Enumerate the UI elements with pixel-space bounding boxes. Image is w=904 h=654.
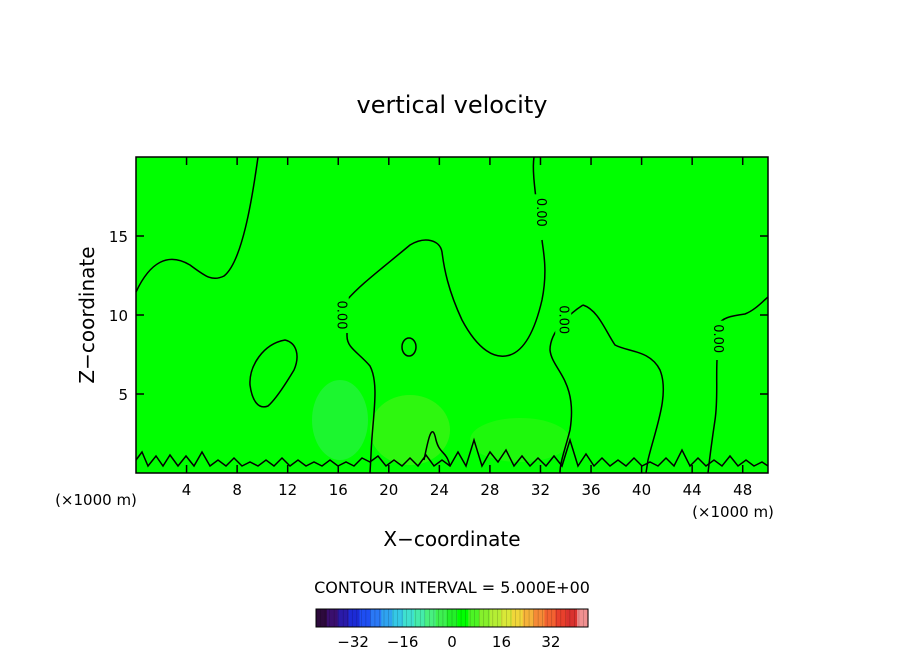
colorbar-swatch	[533, 609, 546, 627]
y-tick-label: 10	[109, 307, 128, 325]
colorbar-swatch	[490, 609, 502, 627]
y-tick-label: 15	[109, 228, 128, 246]
field-shading	[470, 418, 570, 462]
colorbar-swatch	[381, 609, 393, 627]
field-shading	[312, 380, 368, 460]
contour-lines	[135, 156, 769, 474]
contour-line	[249, 339, 298, 408]
colorbar-swatch	[566, 609, 578, 627]
colorbar-swatch	[348, 609, 361, 627]
contour-line	[717, 296, 769, 326]
contour-label: 0.00	[333, 301, 348, 330]
colorbar-swatch	[370, 609, 382, 627]
colorbar-swatch	[359, 609, 371, 627]
contour-label: 0.00	[556, 305, 571, 334]
y-tick-label: 5	[118, 386, 128, 404]
colorbar-swatch	[511, 609, 524, 627]
colorbar-tick-label: 16	[492, 633, 511, 651]
x-tick-label: 12	[278, 481, 297, 499]
contour-label: 0.00	[533, 198, 548, 227]
contour-line	[346, 239, 546, 357]
x-unit-left: (×1000 m)	[55, 491, 137, 509]
contour-label-bg	[532, 194, 549, 231]
x-tick-label: 24	[430, 481, 449, 499]
colorbar-swatch	[316, 609, 328, 627]
colorbar-tick-label: −16	[387, 633, 419, 651]
x-tick-label: 44	[683, 481, 702, 499]
x-tick-label: 48	[733, 481, 752, 499]
contour-line	[401, 337, 417, 357]
colorbar-swatch	[403, 609, 415, 627]
x-tick-label: 28	[480, 481, 499, 499]
y-axis-label: Z−coordinate	[75, 246, 99, 383]
x-tick-label: 4	[182, 481, 192, 499]
colorbar-swatch	[544, 609, 556, 627]
contour-interval-text: CONTOUR INTERVAL = 5.000E+00	[314, 578, 590, 597]
colorbar-tick-label: −32	[337, 633, 369, 651]
velocity-field	[136, 157, 768, 473]
field-shading	[370, 395, 450, 465]
colorbar-swatch	[555, 609, 567, 627]
contour-label-bg	[332, 297, 349, 333]
colorbar-frame	[315, 608, 589, 628]
colorbar-swatch	[577, 609, 589, 627]
colorbar-swatch	[392, 609, 404, 627]
colorbar-swatch	[479, 609, 491, 627]
colorbar-swatch	[337, 609, 350, 627]
colorbar-swatch	[500, 609, 513, 627]
x-unit-right: (×1000 m)	[692, 503, 774, 521]
x-tick-label: 32	[531, 481, 550, 499]
contour-line	[346, 330, 376, 474]
x-tick-label: 20	[379, 481, 398, 499]
x-tick-label: 8	[232, 481, 242, 499]
colorbar-tick-label: 0	[447, 633, 457, 651]
contour-line	[707, 359, 718, 474]
colorbar-swatch	[435, 609, 448, 627]
x-tick-label: 36	[581, 481, 600, 499]
contour-label: 0.00	[710, 324, 725, 353]
contour-line	[582, 304, 665, 474]
colorbar-tick-label: 32	[541, 633, 560, 651]
colorbar: −32 −16 0 16 32	[315, 608, 589, 651]
colorbar-swatch	[522, 609, 535, 627]
x-axis-label: X−coordinate	[383, 527, 520, 551]
colorbar-swatch	[326, 609, 339, 627]
colorbar-swatch	[413, 609, 426, 627]
contour-line	[423, 431, 451, 467]
x-tick-label: 40	[632, 481, 651, 499]
chart-title: vertical velocity	[357, 91, 548, 119]
x-tick-label: 16	[329, 481, 348, 499]
contour-label-bg	[709, 320, 726, 357]
colorbar-swatch	[457, 609, 469, 627]
colorbar-swatch	[468, 609, 480, 627]
colorbar-swatch	[424, 609, 437, 627]
contour-line	[135, 156, 259, 293]
plot-area: 0.000.000.000.004 8 12 16 20 24 28 32 36 40 44 4851…	[109, 156, 769, 499]
colorbar-swatch	[446, 609, 459, 627]
contour-label-bg	[555, 301, 572, 338]
